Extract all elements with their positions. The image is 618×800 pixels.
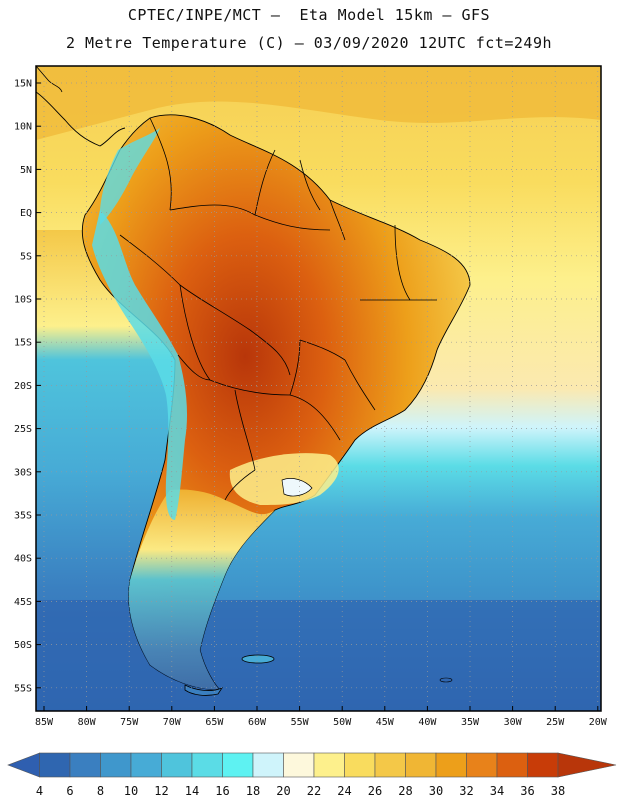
lat-label: 45S [14, 597, 32, 608]
colorbar-swatch [527, 752, 559, 778]
lon-label: 25W [546, 717, 565, 728]
colorbar-swatch [222, 752, 254, 778]
lon-label: 85W [35, 717, 54, 728]
colorbar-label: 20 [276, 784, 290, 798]
lat-label: 50S [14, 640, 32, 651]
lat-label: 15S [14, 338, 32, 349]
colorbar-swatch [374, 752, 406, 778]
colorbar-swatch [466, 752, 498, 778]
lat-label: 15N [14, 79, 32, 90]
caribbean-islands [36, 66, 63, 93]
lon-label: 20W [589, 717, 608, 728]
colorbar-label: 28 [398, 784, 412, 798]
colorbar-label: 18 [246, 784, 260, 798]
colorbar-label: 10 [124, 784, 138, 798]
colorbar-label: 24 [337, 784, 351, 798]
colorbar-label: 26 [368, 784, 382, 798]
colorbar-swatch [405, 752, 437, 778]
colorbar-label: 36 [520, 784, 534, 798]
rio-de-la-plata [281, 478, 313, 497]
lat-label: 40S [14, 554, 32, 565]
lat-lon-grid [36, 66, 601, 711]
colorbar-swatch [283, 752, 315, 778]
lat-label: EQ [20, 208, 32, 219]
south-georgia [439, 677, 453, 683]
central-america-coast [36, 91, 126, 147]
colorbar-label: 38 [551, 784, 565, 798]
lat-label: 5N [20, 165, 32, 176]
map-subtitle: 2 Metre Temperature (C) – 03/09/2020 12U… [65, 34, 553, 52]
colorbar-label: 6 [66, 784, 73, 798]
colorbar-swatch [161, 752, 193, 778]
colorbar-swatch [100, 752, 132, 778]
lat-label: 20S [14, 381, 32, 392]
lat-label: 5S [20, 251, 32, 262]
southern-ocean-field [36, 600, 601, 711]
colorbar-label: 8 [97, 784, 104, 798]
falkland-islands [241, 654, 275, 664]
colorbar-label: 12 [154, 784, 168, 798]
colorbar: 4 6 8 10 12 14 16 18 20 22 24 26 28 30 32 34 36 38 [7, 752, 617, 798]
colorbar-swatch [344, 752, 376, 778]
colorbar-swatch [191, 752, 223, 778]
lon-label: 40W [418, 717, 437, 728]
lon-label: 50W [333, 717, 352, 728]
colorbar-swatch [252, 752, 284, 778]
lat-label: 55S [14, 683, 32, 694]
colorbar-max-arrow [557, 752, 617, 778]
patagonia-field [128, 489, 275, 690]
longitude-labels: 85W 80W 75W 70W 65W 60W 55W 50W 45W 40W 35W 30W 25W 2… [35, 706, 608, 728]
andes-cold-strip [92, 210, 188, 520]
colorbar-label: 30 [429, 784, 443, 798]
colorbar-swatch [69, 752, 101, 778]
lon-label: 45W [376, 717, 395, 728]
lat-label: 25S [14, 424, 32, 435]
colorbar-label: 4 [36, 784, 43, 798]
colorbar-swatch [313, 752, 345, 778]
map-title: CPTEC/INPE/MCT – Eta Model 15km – GFS [127, 6, 491, 24]
latitude-labels: 15N 10N 5N EQ 5S 10S 15S 20S 25S 30S 35S 40S 45S 50S 5… [14, 79, 41, 694]
colorbar-label: 22 [307, 784, 321, 798]
colorbar-swatch [435, 752, 467, 778]
lat-label: 35S [14, 511, 32, 522]
lon-label: 35W [461, 717, 480, 728]
colorbar-label: 34 [490, 784, 504, 798]
caribbean-warm-field [36, 66, 601, 140]
lon-label: 60W [248, 717, 267, 728]
colorbar-label: 32 [459, 784, 473, 798]
temperature-field [36, 66, 601, 711]
lon-label: 65W [205, 717, 224, 728]
lat-label: 10N [14, 122, 32, 133]
country-borders [119, 117, 437, 501]
colorbar-label: 14 [185, 784, 199, 798]
lat-label: 30S [14, 467, 32, 478]
lon-label: 80W [78, 717, 97, 728]
colorbar-label: 16 [215, 784, 229, 798]
lat-label: 10S [14, 295, 32, 306]
lon-label: 70W [163, 717, 182, 728]
colorbar-min-arrow [7, 752, 40, 778]
lon-label: 30W [504, 717, 523, 728]
colorbar-swatch [130, 752, 162, 778]
andes-north-strip [99, 128, 160, 225]
colorbar-swatch [39, 752, 71, 778]
tierra-del-fuego [184, 684, 224, 696]
lon-label: 75W [120, 717, 139, 728]
map-frame [35, 65, 602, 712]
colorbar-swatch [496, 752, 528, 778]
lon-label: 55W [291, 717, 310, 728]
